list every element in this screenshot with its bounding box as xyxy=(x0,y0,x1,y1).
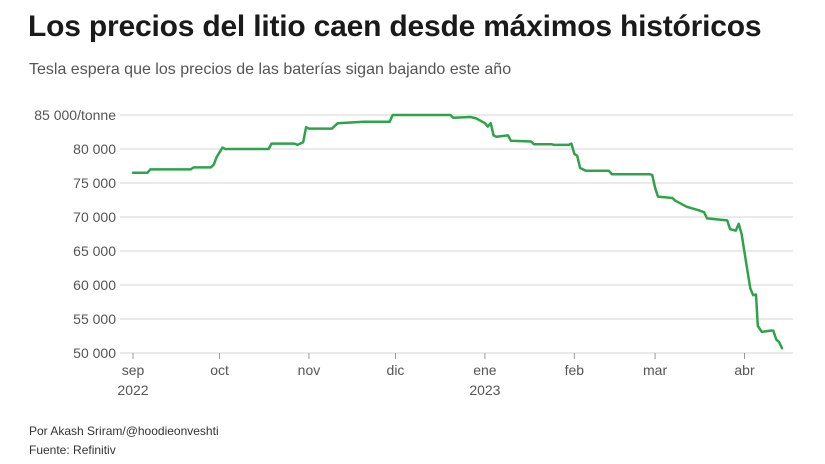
x-tick-label: ene xyxy=(473,362,497,378)
x-tick-year-label: 2022 xyxy=(117,382,148,398)
series-group xyxy=(131,113,784,350)
y-tick-label: 75 000 xyxy=(73,175,116,191)
y-tick-label: 70 000 xyxy=(73,209,116,225)
y-tick-label: 55 000 xyxy=(73,311,116,327)
y-tick-label: 50 000 xyxy=(73,345,116,361)
x-tick-year-label: 2023 xyxy=(469,382,500,398)
x-tick-label: abr xyxy=(734,362,755,378)
credit-text: Por Akash Sriram/@hoodieonveshti xyxy=(29,424,219,438)
source-text: Fuente: Refinitiv xyxy=(29,443,116,457)
y-tick-label: 65 000 xyxy=(73,243,116,259)
y-tick-label: 85 000/tonne xyxy=(34,107,116,123)
x-tick-label: feb xyxy=(565,362,585,378)
x-tick-label: sep xyxy=(122,362,145,378)
x-tick-label: dic xyxy=(387,362,405,378)
x-axis-ticks: sep 2022 oct nov dic ene 2023 feb mar abr xyxy=(117,353,755,398)
x-tick-label: mar xyxy=(643,362,667,378)
x-tick-label: nov xyxy=(298,362,321,378)
series-line-litio xyxy=(131,113,784,350)
x-tick-label: oct xyxy=(210,362,229,378)
chart-subtitle: Tesla espera que los precios de las bate… xyxy=(29,61,512,78)
gridlines xyxy=(120,114,793,354)
y-axis-ticks: 85 000/tonne 80 000 75 000 70 000 65 000 60 0… xyxy=(34,107,116,361)
chart-title: Los precios del litio caen desde máximos… xyxy=(28,10,762,43)
y-tick-label: 80 000 xyxy=(73,141,116,157)
y-tick-label: 60 000 xyxy=(73,277,116,293)
